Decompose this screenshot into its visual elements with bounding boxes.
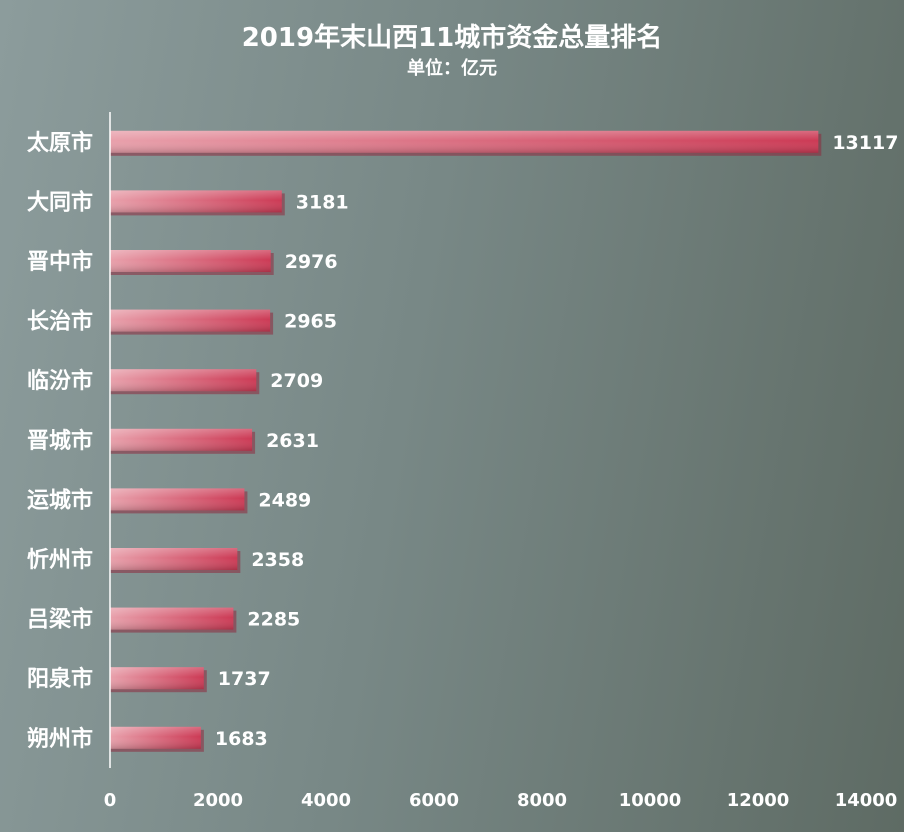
- bar-group: 临汾市 2709: [27, 368, 323, 395]
- bar-highlight: [110, 369, 257, 392]
- x-tick-label: 12000: [727, 790, 790, 811]
- category-label: 吕梁市: [27, 607, 93, 633]
- category-label: 长治市: [27, 309, 93, 335]
- data-label: 2709: [270, 370, 323, 392]
- category-label: 太原市: [27, 130, 93, 156]
- data-label: 2285: [247, 609, 300, 631]
- bar-group: 晋中市 2976: [27, 249, 338, 275]
- category-label: 阳泉市: [27, 666, 93, 692]
- bar-highlight: [110, 488, 245, 511]
- bar-highlight: [110, 428, 253, 451]
- category-label: 晋城市: [27, 428, 93, 454]
- bar-group: 运城市 2489: [27, 487, 311, 514]
- data-label: 2631: [266, 430, 319, 452]
- category-label: 大同市: [27, 189, 93, 215]
- x-tick-label: 14000: [835, 790, 898, 811]
- x-tick-label: 8000: [517, 790, 567, 811]
- x-tick-label: 0: [104, 790, 117, 811]
- x-tick-label: 6000: [409, 790, 459, 811]
- bar-group: 晋城市 2631: [27, 428, 319, 454]
- bar-highlight: [110, 667, 204, 690]
- bar-group: 吕梁市 2285: [27, 607, 300, 633]
- chart-title: 2019年末山西11城市资金总量排名: [242, 22, 663, 53]
- x-tick-label: 2000: [193, 790, 243, 811]
- bar-highlight: [110, 309, 271, 332]
- category-label: 朔州市: [27, 726, 93, 752]
- data-label: 1737: [218, 668, 271, 690]
- bar-highlight: [110, 726, 201, 749]
- bar-group: 大同市 3181: [27, 189, 349, 216]
- data-label: 2976: [285, 251, 338, 273]
- bar-group: 阳泉市 1737: [27, 666, 271, 693]
- bar-group: 朔州市 1683: [27, 726, 268, 752]
- bar-highlight: [110, 250, 271, 272]
- bar-highlight: [110, 548, 238, 570]
- bar-group: 太原市 13117: [27, 130, 898, 156]
- bar-highlight: [110, 190, 282, 213]
- data-label: 2358: [251, 549, 304, 571]
- category-label: 运城市: [27, 487, 93, 513]
- category-label: 晋中市: [27, 249, 93, 275]
- x-axis-ticks: 0 2000 4000 6000 8000 10000 12000 14000: [104, 790, 898, 811]
- x-tick-label: 10000: [619, 790, 682, 811]
- bar-group: 长治市 2965: [27, 309, 337, 335]
- data-label: 2965: [284, 311, 337, 333]
- x-tick-label: 4000: [301, 790, 351, 811]
- chart-subtitle: 单位：亿元: [407, 57, 497, 79]
- bar-group: 忻州市 2358: [27, 547, 304, 573]
- data-label: 13117: [832, 132, 898, 154]
- category-label: 忻州市: [27, 547, 93, 573]
- data-label: 1683: [215, 728, 268, 750]
- data-label: 2489: [258, 489, 311, 511]
- bar-highlight: [110, 607, 234, 630]
- data-label: 3181: [296, 191, 349, 213]
- category-label: 临汾市: [27, 368, 93, 394]
- bar-highlight: [110, 130, 819, 153]
- bars-layer: 太原市 13117 大同市 3181 晋中市 2976 长治市 2965 临汾市 2709 晋城市 2…: [27, 130, 898, 752]
